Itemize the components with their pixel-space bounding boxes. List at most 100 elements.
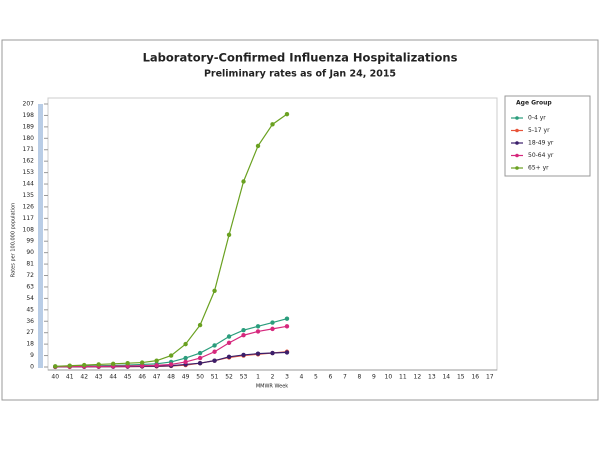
x-tick-label: 50 [196,374,204,381]
x-tick-label: 10 [385,374,393,381]
data-point [197,360,203,366]
x-tick-label: 40 [51,374,59,381]
y-tick-label: 135 [23,192,35,199]
y-tick-label: 72 [26,272,34,279]
data-point [284,316,290,321]
data-point [183,341,188,347]
legend-label: 50-64 yr [528,152,554,159]
x-tick-label: 43 [95,374,103,381]
data-point [168,362,174,367]
y-tick-label: 126 [23,203,35,210]
x-tick-label: 9 [372,374,376,381]
x-tick-label: 1 [256,374,260,381]
legend-swatch-dot [515,166,519,170]
y-axis-label: Rates per 100,000 population [11,203,17,277]
legend-title: Age Group [516,100,552,107]
data-point [241,352,246,358]
legend-box [504,95,591,177]
data-point [183,359,188,365]
y-tick-label: 36 [26,318,34,325]
data-point [212,288,217,293]
y-tick-label: 162 [23,158,35,165]
x-tick-label: 51 [211,374,219,381]
y-tick-label: 0 [30,364,34,371]
data-point [197,350,203,356]
y-tick-label: 144 [23,181,35,188]
x-tick-label: 44 [109,374,117,381]
data-point [255,351,261,356]
y-tick-label: 81 [26,261,34,268]
y-tick-label: 54 [26,295,34,302]
x-tick-label: 7 [343,374,347,381]
axis-stripe [38,104,43,368]
data-point [226,334,232,339]
data-point [270,122,275,127]
x-tick-label: 13 [428,374,436,381]
y-tick-label: 171 [23,146,35,153]
legend-swatch-dot [515,116,519,120]
x-tick-label: 17 [486,374,494,381]
x-tick-label: 41 [66,374,74,381]
x-tick-label: 49 [182,374,190,381]
data-point [67,363,72,368]
x-tick-label: 14 [442,374,450,381]
data-point [212,358,217,363]
legend-swatch-dot [515,128,519,133]
data-point [197,322,203,328]
y-tick-label: 180 [23,135,35,142]
data-point [255,329,261,334]
x-tick-label: 16 [471,374,479,381]
y-tick-label: 108 [23,226,35,233]
x-tick-label: 42 [80,374,88,381]
data-point [241,327,246,333]
data-point [270,326,275,332]
data-point [270,320,275,325]
data-point [212,343,217,348]
x-tick-label: 6 [329,374,333,381]
y-tick-label: 9 [30,352,34,359]
legend-swatch-dot [515,141,519,145]
x-tick-label: 5 [314,374,318,381]
data-point [255,143,261,149]
data-point [255,324,261,329]
data-point [139,360,145,365]
x-axis-label: MMWR Week [256,384,288,390]
x-tick-label: 46 [138,374,146,381]
legend-label: 0-4 yr [528,115,546,122]
x-tick-label: 12 [414,374,422,381]
x-tick-label: 8 [357,374,361,381]
y-tick-label: 99 [26,238,34,245]
data-point [284,324,290,329]
chart-subtitle: Preliminary rates as of Jan 24, 2015 [204,69,396,80]
data-point [110,361,116,367]
data-point [241,333,246,338]
data-point [96,362,101,367]
data-point [82,362,87,368]
y-tick-label: 117 [23,215,35,222]
y-tick-label: 153 [23,169,35,176]
x-tick-label: 47 [153,374,161,381]
legend-swatch-dot [515,153,519,158]
data-point [241,179,246,184]
y-tick-label: 45 [26,306,34,313]
y-tick-label: 90 [26,249,34,256]
data-point [226,354,232,360]
data-point [168,353,174,358]
data-point [183,355,188,361]
y-tick-label: 189 [23,123,35,130]
y-tick-label: 198 [23,112,35,119]
x-tick-label: 2 [271,374,275,381]
y-tick-label: 207 [23,101,35,108]
data-point [197,355,203,361]
data-point [154,358,159,363]
chart-title: Laboratory-Confirmed Influenza Hospitali… [143,51,458,65]
legend-label: 18-49 yr [528,140,554,147]
data-point [284,111,290,117]
x-tick-label: 4 [300,374,304,381]
legend-label: 5-17 yr [528,127,550,134]
x-tick-label: 53 [240,374,248,381]
data-point [212,349,217,354]
data-point [226,232,232,238]
